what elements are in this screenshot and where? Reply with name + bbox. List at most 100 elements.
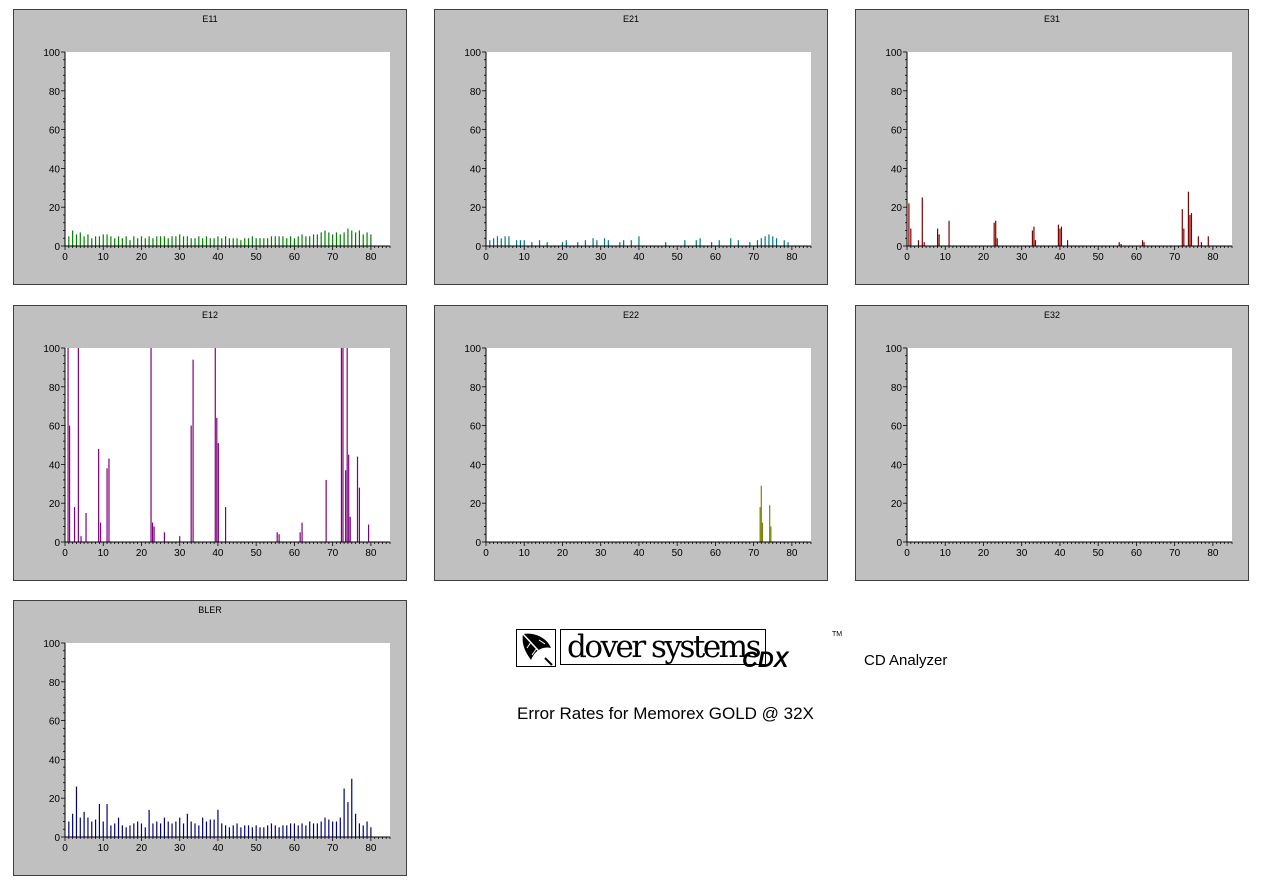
y-tick-label: 100 (43, 639, 60, 650)
dover-systems-logo: dover systems (516, 629, 766, 667)
y-tick-label: 100 (464, 344, 481, 355)
plot-area (486, 52, 811, 246)
x-tick-label: 70 (748, 252, 760, 263)
x-tick-label: 70 (327, 843, 339, 854)
chart-title: E12 (201, 310, 218, 320)
x-tick-label: 30 (174, 843, 186, 854)
x-tick-label: 20 (136, 843, 148, 854)
x-tick-label: 20 (978, 252, 990, 263)
x-tick-label: 50 (251, 548, 263, 559)
x-tick-label: 30 (174, 252, 186, 263)
y-tick-label: 60 (470, 126, 482, 137)
chart-bler: 0 10 20 30 40 50 60 70 80 0 20 40 60 80 100 (43, 639, 391, 854)
chart-panel-e21: E21 0 10 20 30 40 50 60 70 80 0 20 40 60 80 100 (434, 9, 828, 285)
chart-panel-e31: E31 0 10 20 30 40 50 60 70 80 0 20 40 60 80 100 (855, 9, 1249, 285)
y-tick-label: 20 (891, 499, 903, 510)
x-tick-label: 60 (710, 548, 722, 559)
x-tick-label: 10 (519, 548, 531, 559)
y-tick-label: 60 (470, 422, 482, 433)
x-tick-label: 10 (98, 843, 110, 854)
x-tick-label: 0 (904, 548, 910, 559)
y-tick-label: 40 (470, 164, 482, 175)
x-tick-label: 40 (212, 548, 224, 559)
x-tick-label: 60 (289, 548, 301, 559)
x-tick-label: 30 (174, 548, 186, 559)
chart-title: E31 (1043, 14, 1060, 24)
x-tick-label: 0 (483, 548, 489, 559)
y-tick-label: 20 (49, 499, 61, 510)
y-tick-label: 60 (891, 126, 903, 137)
x-tick-label: 0 (483, 252, 489, 263)
y-tick-label: 40 (891, 460, 903, 471)
chart-e32: 0 10 20 30 40 50 60 70 80 0 20 40 60 80 100 (885, 344, 1233, 559)
x-tick-label: 10 (940, 252, 952, 263)
x-tick-label: 80 (1207, 252, 1219, 263)
chart-panel-e32: E32 0 10 20 30 40 50 60 70 80 0 20 40 60 80 100 (855, 305, 1249, 581)
x-tick-label: 50 (1093, 548, 1105, 559)
x-tick-label: 80 (365, 843, 377, 854)
x-tick-label: 60 (710, 252, 722, 263)
y-tick-label: 100 (43, 48, 60, 59)
x-tick-label: 70 (327, 548, 339, 559)
y-tick-label: 0 (54, 833, 60, 844)
x-tick-label: 50 (672, 548, 684, 559)
chart-e21: 0 10 20 30 40 50 60 70 80 0 20 40 60 80 100 (464, 48, 812, 263)
x-tick-label: 80 (1207, 548, 1219, 559)
y-tick-label: 40 (49, 460, 61, 471)
y-tick-label: 0 (896, 538, 902, 549)
y-tick-label: 80 (470, 383, 482, 394)
y-tick-label: 80 (49, 87, 61, 98)
x-tick-label: 80 (786, 548, 798, 559)
y-tick-label: 60 (891, 422, 903, 433)
leaf-logo-icon (516, 629, 556, 667)
y-tick-label: 20 (470, 499, 482, 510)
product-description: CD Analyzer (864, 652, 948, 669)
x-tick-label: 10 (519, 252, 531, 263)
y-tick-label: 0 (475, 538, 481, 549)
y-tick-label: 20 (891, 203, 903, 214)
chart-e11: 0 10 20 30 40 50 60 70 80 0 20 40 60 80 100 (43, 48, 391, 263)
x-tick-label: 0 (62, 843, 68, 854)
x-tick-label: 80 (786, 252, 798, 263)
logo-text: dover systems (560, 629, 766, 665)
y-tick-label: 0 (896, 242, 902, 253)
x-tick-label: 40 (633, 548, 645, 559)
y-tick-label: 80 (891, 87, 903, 98)
x-tick-label: 40 (212, 252, 224, 263)
chart-title: E11 (202, 14, 218, 24)
x-tick-label: 70 (1169, 548, 1181, 559)
product-name: CDX (742, 647, 789, 672)
x-tick-label: 30 (595, 548, 607, 559)
x-tick-label: 50 (1093, 252, 1105, 263)
y-tick-label: 100 (885, 48, 902, 59)
y-tick-label: 0 (475, 242, 481, 253)
plot-area (486, 348, 811, 542)
chart-title: BLER (198, 605, 222, 615)
y-tick-label: 60 (49, 126, 61, 137)
x-tick-label: 80 (365, 252, 377, 263)
y-tick-label: 20 (49, 203, 61, 214)
x-tick-label: 10 (98, 252, 110, 263)
y-tick-label: 40 (49, 164, 61, 175)
x-tick-label: 30 (1016, 548, 1028, 559)
y-tick-label: 100 (885, 344, 902, 355)
chart-panel-e22: E22 0 10 20 30 40 50 60 70 80 0 20 40 60 80 100 (434, 305, 828, 581)
x-tick-label: 40 (1054, 548, 1066, 559)
x-tick-label: 10 (98, 548, 110, 559)
x-tick-label: 70 (748, 548, 760, 559)
x-tick-label: 60 (289, 843, 301, 854)
x-tick-label: 10 (940, 548, 952, 559)
x-tick-label: 70 (327, 252, 339, 263)
x-tick-label: 20 (557, 548, 569, 559)
x-tick-label: 40 (633, 252, 645, 263)
y-tick-label: 100 (464, 48, 481, 59)
x-tick-label: 0 (904, 252, 910, 263)
x-tick-label: 40 (1054, 252, 1066, 263)
chart-title: E21 (622, 14, 639, 24)
x-tick-label: 0 (62, 252, 68, 263)
y-tick-label: 60 (49, 717, 61, 728)
x-tick-label: 60 (1131, 548, 1143, 559)
chart-e22: 0 10 20 30 40 50 60 70 80 0 20 40 60 80 100 (464, 344, 812, 559)
trademark-mark: TM (832, 631, 843, 638)
x-tick-label: 40 (212, 843, 224, 854)
